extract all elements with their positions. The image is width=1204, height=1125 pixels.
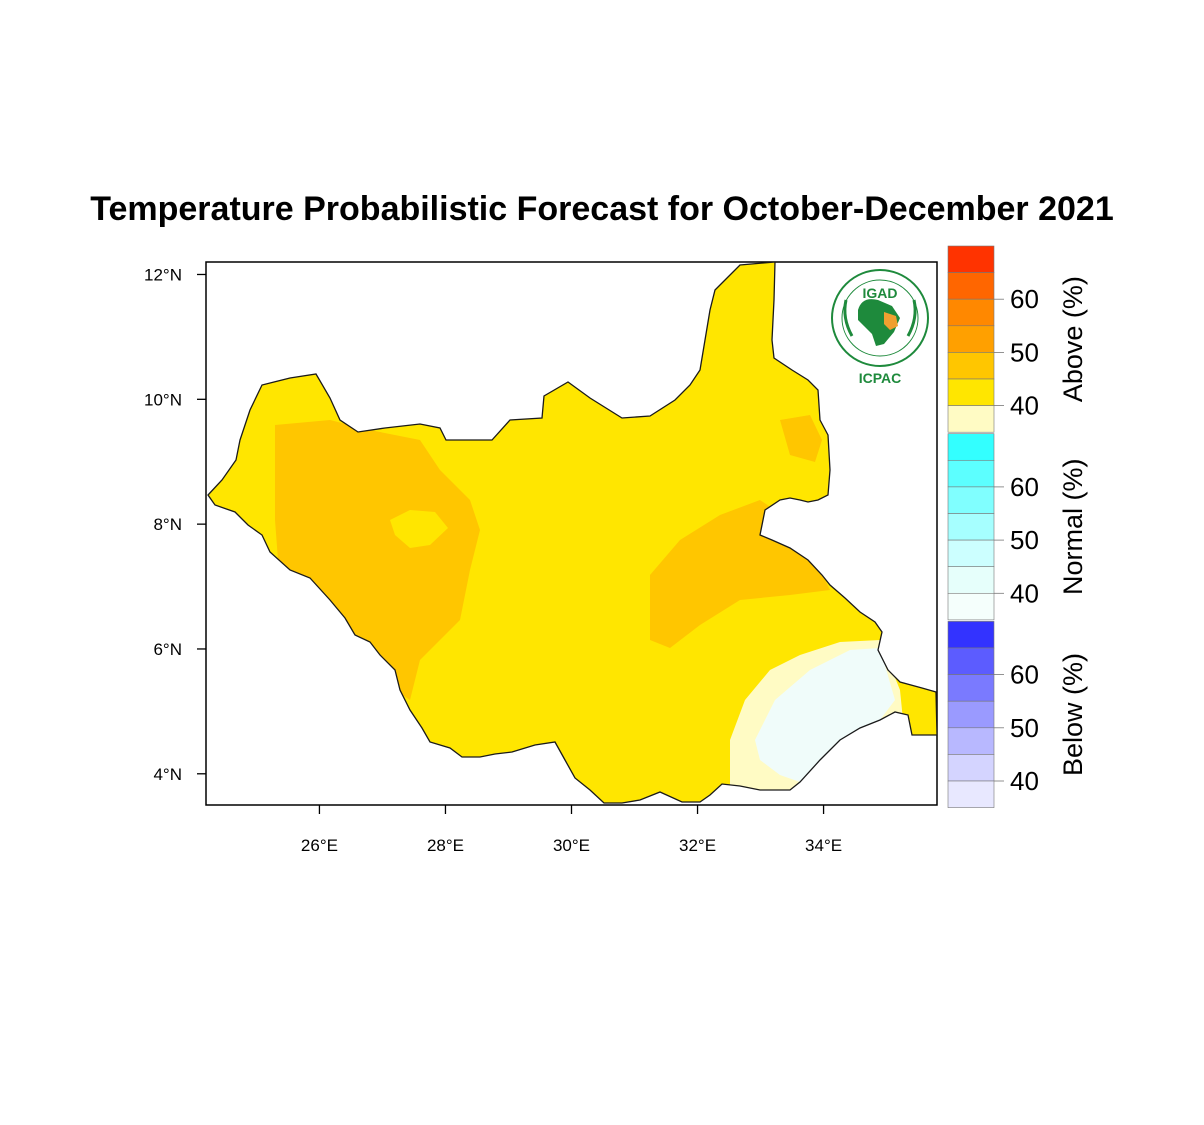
colorbar-cell <box>947 727 995 755</box>
x-tick-label: 28°E <box>427 836 464 855</box>
colorbar-tick-label: 40 <box>1010 766 1039 796</box>
colorbar: 60 50 40 Above (%) 60 50 40 Normal (%) 60 50 40 Bel… <box>947 245 1088 808</box>
colorbar-tick-label: 60 <box>1010 472 1039 502</box>
colorbar-cell <box>947 298 995 327</box>
igad-icpac-logo-icon: IGAD ICPAC <box>831 269 929 386</box>
x-tick-label: 26°E <box>301 836 338 855</box>
colorbar-cell <box>947 780 995 808</box>
country-boundary <box>207 262 937 804</box>
y-tick-label: 6°N <box>153 640 182 659</box>
colorbar-cell <box>947 647 995 675</box>
colorbar-cell <box>947 378 995 406</box>
colorbar-cell <box>947 352 995 380</box>
colorbar-cell <box>947 700 995 729</box>
colorbar-cell <box>947 486 995 514</box>
y-tick-label: 8°N <box>153 515 182 534</box>
x-tick-label: 30°E <box>553 836 590 855</box>
normal-35-40-region <box>755 648 895 782</box>
colorbar-cell <box>947 405 995 433</box>
colorbar-tick-label: 50 <box>1010 713 1039 743</box>
colorbar-cell <box>947 566 995 594</box>
colorbar-cell <box>947 459 995 488</box>
colorbar-group-title: Below (%) <box>1058 653 1088 776</box>
y-axis: 4°N 6°N 8°N 10°N 12°N <box>144 265 206 784</box>
colorbar-tick-label: 60 <box>1010 284 1039 314</box>
colorbar-cell <box>947 325 995 353</box>
colorbar-cell <box>947 433 995 461</box>
y-tick-label: 4°N <box>153 765 182 784</box>
colorbar-cell <box>947 539 995 567</box>
colorbar-cell <box>947 245 995 273</box>
colorbar-group-title: Above (%) <box>1058 276 1088 402</box>
x-tick-label: 32°E <box>679 836 716 855</box>
colorbar-cell <box>947 754 995 782</box>
above-40-45-region <box>208 262 937 803</box>
colorbar-cell <box>947 621 995 649</box>
colorbar-tick-label: 50 <box>1010 337 1039 367</box>
colorbar-tick-label: 40 <box>1010 391 1039 421</box>
colorbar-cell <box>947 674 995 702</box>
x-axis: 26°E 28°E 30°E 32°E 34°E <box>301 805 842 855</box>
x-tick-label: 34°E <box>805 836 842 855</box>
y-tick-label: 12°N <box>144 265 182 284</box>
map-title: Temperature Probabilistic Forecast for O… <box>90 190 1114 228</box>
above-40-45-pocket-region <box>390 510 448 548</box>
colorbar-cell <box>947 513 995 541</box>
colorbar-tick-label: 50 <box>1010 525 1039 555</box>
logo-top-text: IGAD <box>863 285 898 301</box>
colorbar-tick-label: 60 <box>1010 660 1039 690</box>
colorbar-tick-label: 40 <box>1010 578 1039 608</box>
colorbar-cell <box>947 272 995 300</box>
above-45-50-northeast-region <box>780 415 822 462</box>
colorbar-group-title: Normal (%) <box>1058 459 1088 596</box>
colorbar-cell <box>947 592 995 621</box>
y-tick-label: 10°N <box>144 390 182 409</box>
above-45-50-west-region <box>275 420 480 700</box>
logo-bottom-text: ICPAC <box>859 370 902 386</box>
